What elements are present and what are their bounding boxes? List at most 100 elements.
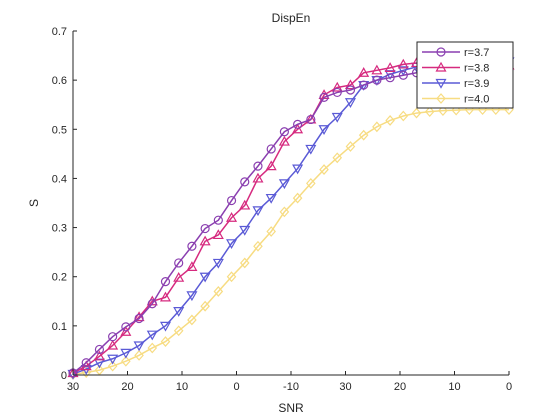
data-point-r-4-0 bbox=[160, 336, 171, 347]
data-point-r-3-8 bbox=[358, 67, 370, 77]
data-point-r-4-0 bbox=[306, 177, 316, 189]
x-tick-label: 0 bbox=[506, 381, 512, 393]
data-point-r-3-8 bbox=[226, 212, 238, 222]
data-point-r-4-0 bbox=[319, 164, 329, 175]
data-point-r-3-9 bbox=[120, 348, 132, 359]
data-point-r-4-0 bbox=[253, 240, 263, 252]
x-tick-label: 20 bbox=[394, 381, 406, 393]
data-point-r-3-9 bbox=[252, 206, 264, 217]
data-point-r-3-8 bbox=[239, 199, 251, 210]
data-point-r-4-0 bbox=[451, 104, 461, 116]
x-tick-label: 30 bbox=[67, 381, 79, 393]
data-point-r-4-0 bbox=[266, 226, 276, 237]
y-tick-label: 0.6 bbox=[52, 75, 67, 87]
legend: r=3.7 r=3.8 r=3.9 r=4.0 bbox=[416, 41, 514, 109]
legend-entry-r-4-0: r=4.0 bbox=[422, 93, 489, 106]
data-point-r-3-9 bbox=[107, 354, 119, 365]
data-point-r-3-8 bbox=[344, 79, 356, 90]
legend-label: r=3.9 bbox=[464, 78, 489, 90]
data-point-r-3-7 bbox=[81, 358, 91, 368]
data-point-r-3-8 bbox=[292, 123, 304, 134]
x-tick-label: 10 bbox=[176, 381, 188, 393]
x-tick-label: 10 bbox=[448, 381, 460, 393]
data-point-r-3-9 bbox=[146, 330, 158, 341]
legend-label: r=3.7 bbox=[464, 47, 489, 59]
x-tick-label: 30 bbox=[339, 381, 351, 393]
x-tick-label: 20 bbox=[121, 381, 133, 393]
data-point-r-3-8 bbox=[384, 62, 396, 72]
data-point-r-3-9 bbox=[133, 341, 145, 352]
data-point-r-3-9 bbox=[265, 193, 277, 204]
data-point-r-3-7 bbox=[293, 119, 303, 129]
data-point-r-3-9 bbox=[186, 291, 198, 302]
y-tick-label: 0.1 bbox=[52, 321, 67, 333]
data-point-r-3-8 bbox=[252, 172, 264, 183]
data-point-r-4-0 bbox=[239, 257, 250, 269]
data-point-r-3-8 bbox=[212, 229, 224, 240]
data-point-r-3-9 bbox=[278, 179, 290, 190]
data-point-r-3-7 bbox=[94, 344, 105, 355]
data-point-r-3-9 bbox=[239, 225, 251, 236]
data-point-r-3-8 bbox=[265, 160, 277, 171]
data-point-r-3-8 bbox=[93, 350, 105, 361]
data-point-r-3-7 bbox=[266, 144, 276, 154]
data-point-r-4-0 bbox=[345, 141, 356, 152]
data-point-r-4-0 bbox=[292, 192, 303, 204]
data-point-r-4-0 bbox=[147, 342, 158, 354]
data-point-r-3-9 bbox=[173, 307, 185, 317]
data-point-r-3-8 bbox=[186, 261, 198, 271]
data-point-r-4-0 bbox=[411, 107, 422, 119]
data-point-r-3-8 bbox=[199, 235, 211, 246]
data-point-r-3-9 bbox=[199, 272, 211, 283]
data-point-r-4-0 bbox=[385, 115, 395, 126]
y-tick-label: 0.3 bbox=[52, 223, 67, 235]
legend-entry-r-3-9: r=3.9 bbox=[422, 78, 489, 90]
data-point-r-3-8 bbox=[397, 58, 409, 69]
chart-title: DispEn bbox=[272, 11, 311, 25]
x-tick-label: 0 bbox=[233, 381, 239, 393]
data-point-r-3-9 bbox=[331, 112, 343, 123]
data-point-r-4-0 bbox=[187, 314, 197, 326]
y-axis-label: S bbox=[27, 199, 41, 207]
data-point-r-3-8 bbox=[331, 81, 343, 92]
y-tick-label: 0.7 bbox=[52, 26, 67, 38]
data-point-r-3-7 bbox=[319, 92, 329, 102]
data-point-r-3-7 bbox=[174, 258, 184, 268]
data-point-r-4-0 bbox=[173, 325, 184, 337]
data-point-r-4-0 bbox=[438, 105, 448, 117]
data-point-r-3-7 bbox=[200, 223, 210, 234]
data-point-r-3-8 bbox=[120, 326, 132, 336]
y-tick-label: 0.2 bbox=[52, 272, 67, 284]
data-point-r-4-0 bbox=[121, 355, 131, 367]
data-point-r-4-0 bbox=[213, 286, 224, 297]
data-point-r-3-7 bbox=[398, 70, 408, 80]
data-point-r-3-8 bbox=[278, 135, 290, 146]
data-point-r-4-0 bbox=[358, 129, 369, 141]
data-point-r-4-0 bbox=[134, 349, 144, 361]
data-point-r-4-0 bbox=[372, 121, 382, 133]
data-point-r-3-8 bbox=[371, 64, 383, 75]
data-point-r-3-7 bbox=[147, 299, 157, 309]
data-point-r-3-7 bbox=[160, 277, 171, 287]
data-point-r-3-7 bbox=[121, 322, 131, 332]
data-point-r-3-8 bbox=[173, 271, 185, 282]
data-point-r-3-7 bbox=[226, 195, 237, 206]
data-point-r-3-7 bbox=[108, 332, 118, 342]
data-point-r-3-7 bbox=[279, 127, 289, 137]
data-point-r-4-0 bbox=[279, 206, 290, 218]
data-point-r-3-7 bbox=[372, 75, 382, 85]
series-line-r-4-0 bbox=[72, 108, 509, 376]
data-point-r-3-7 bbox=[187, 241, 197, 251]
data-point-r-3-8 bbox=[159, 291, 172, 302]
data-point-r-3-9 bbox=[212, 258, 224, 269]
data-point-r-3-9 bbox=[397, 66, 409, 77]
y-tick-label: 0.4 bbox=[52, 173, 67, 185]
data-point-r-3-9 bbox=[344, 98, 356, 108]
data-point-r-4-0 bbox=[200, 300, 210, 312]
data-point-r-3-9 bbox=[93, 358, 105, 369]
data-point-r-3-7 bbox=[345, 85, 356, 95]
data-point-r-3-9 bbox=[318, 125, 330, 136]
legend-box bbox=[416, 41, 514, 109]
data-point-r-3-7 bbox=[134, 313, 144, 324]
